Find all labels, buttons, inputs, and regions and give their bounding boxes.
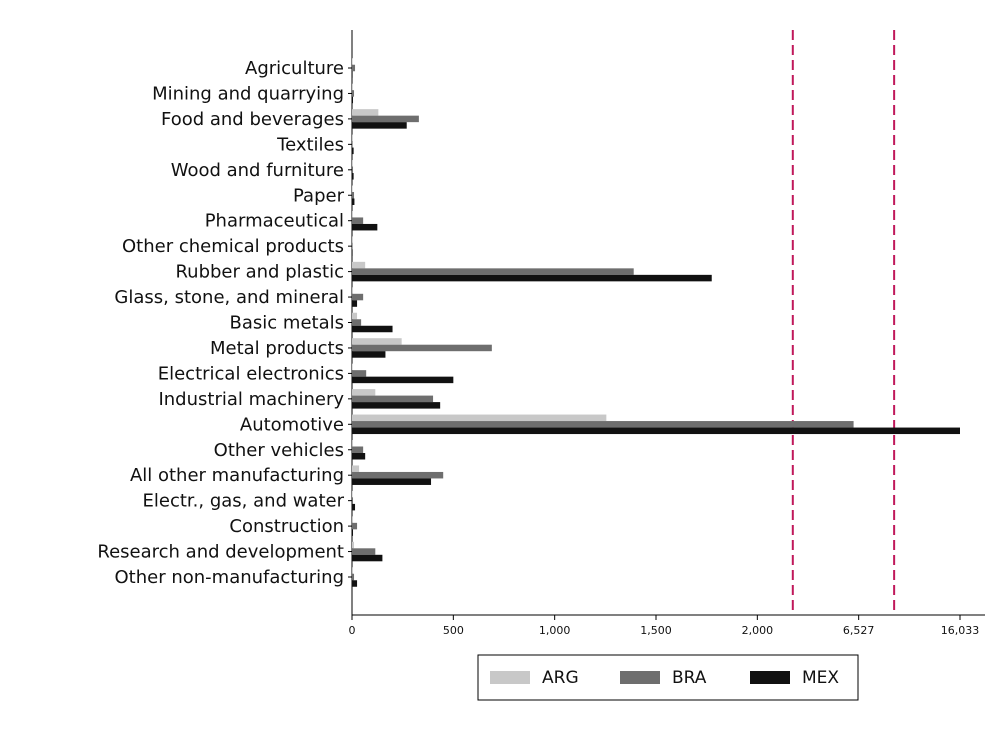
y-tick-label: Food and beverages [161, 109, 344, 130]
bar [352, 186, 353, 193]
bar [352, 447, 363, 454]
bar [352, 542, 354, 549]
y-tick-label: Electr., gas, and water [143, 491, 345, 512]
bar [352, 497, 353, 504]
bar [352, 567, 353, 574]
y-tick-label: Agriculture [245, 58, 344, 79]
bar [352, 377, 453, 384]
x-tick-label: 0 [349, 624, 356, 637]
bar [352, 516, 353, 523]
bar [352, 370, 366, 377]
bar [352, 504, 355, 511]
bar [352, 268, 634, 275]
legend-swatch [490, 671, 530, 684]
bar [352, 529, 353, 536]
bar [352, 224, 377, 231]
y-tick-label: Wood and furniture [171, 160, 344, 181]
bar [352, 465, 359, 472]
y-tick-label: Construction [229, 516, 344, 537]
bar [352, 472, 443, 479]
legend-swatch [620, 671, 660, 684]
bar [352, 326, 393, 333]
bar [352, 167, 353, 174]
bar [352, 141, 353, 148]
bar [352, 71, 353, 78]
y-tick-label: All other manufacturing [130, 465, 344, 486]
bar [352, 243, 353, 250]
legend-label: BRA [672, 668, 707, 688]
bar [352, 192, 354, 199]
bar [352, 199, 354, 206]
y-tick-label: Metal products [210, 338, 344, 359]
legend-box [478, 655, 858, 700]
bar [352, 249, 353, 256]
x-tick-label: 1,000 [539, 624, 571, 637]
bar [352, 440, 353, 447]
bar [352, 338, 402, 345]
y-tick-label: Mining and quarrying [152, 83, 344, 104]
legend-swatch [750, 671, 790, 684]
bar [352, 287, 353, 294]
bar [352, 415, 606, 422]
bar [352, 478, 431, 485]
x-tick-label: 16,033 [941, 624, 980, 637]
bar [352, 555, 382, 562]
bar [352, 300, 357, 307]
bar [352, 262, 365, 269]
x-tick-label: 1,500 [640, 624, 672, 637]
bar [352, 217, 363, 224]
bar [352, 122, 407, 128]
bar [352, 389, 375, 396]
x-tick-label: 500 [443, 624, 464, 637]
bar [352, 97, 353, 104]
y-tick-label: Glass, stone, and mineral [114, 287, 344, 308]
y-tick-label: Electrical electronics [158, 363, 344, 384]
x-tick-label: 2,000 [742, 624, 774, 637]
x-tick-label: 6,527 [843, 624, 875, 637]
bar [352, 523, 357, 530]
bar [352, 90, 354, 97]
bar [352, 116, 419, 123]
y-tick-label: Research and development [97, 542, 344, 563]
bar [352, 402, 440, 409]
bar [352, 351, 385, 358]
bar [352, 173, 354, 180]
y-tick-label: Other non-manufacturing [115, 567, 345, 588]
bar [352, 574, 354, 581]
y-tick-label: Textiles [276, 134, 344, 155]
bar [352, 109, 378, 116]
y-tick-label: Other chemical products [122, 236, 344, 257]
bar [352, 491, 353, 498]
y-tick-label: Rubber and plastic [175, 262, 344, 283]
bar [352, 453, 365, 460]
bar [352, 421, 854, 428]
y-tick-label: Automotive [240, 414, 344, 435]
y-tick-label: Other vehicles [214, 440, 344, 461]
bar [352, 294, 363, 301]
bar [352, 313, 357, 320]
y-tick-label: Industrial machinery [158, 389, 344, 410]
legend-label: ARG [542, 668, 579, 688]
y-tick-label: Paper [293, 185, 345, 206]
bar [352, 396, 433, 403]
y-tick-label: Pharmaceutical [205, 211, 344, 232]
bar [352, 548, 375, 555]
bar [352, 580, 357, 587]
bar [352, 148, 354, 155]
bar [352, 364, 353, 371]
legend-label: MEX [802, 668, 839, 688]
bar [352, 345, 492, 352]
bar [352, 319, 361, 326]
bar [352, 65, 355, 72]
bar [352, 58, 353, 65]
bar [352, 428, 960, 435]
bar [352, 275, 712, 282]
y-tick-label: Basic metals [230, 313, 344, 334]
